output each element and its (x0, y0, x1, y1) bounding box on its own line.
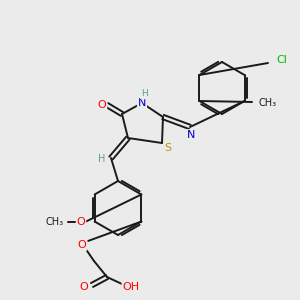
Text: CH₃: CH₃ (259, 98, 277, 108)
Text: H: H (139, 91, 147, 101)
Text: H: H (98, 154, 106, 164)
Text: OH: OH (122, 282, 140, 292)
Text: S: S (164, 143, 172, 153)
Text: N: N (138, 98, 146, 108)
Text: H: H (141, 89, 147, 98)
Text: O: O (78, 240, 86, 250)
Text: O: O (76, 217, 85, 227)
Text: O: O (98, 100, 106, 110)
Text: Cl: Cl (277, 55, 287, 65)
Text: N: N (187, 130, 195, 140)
Text: CH₃: CH₃ (46, 217, 64, 227)
Text: O: O (80, 282, 88, 292)
